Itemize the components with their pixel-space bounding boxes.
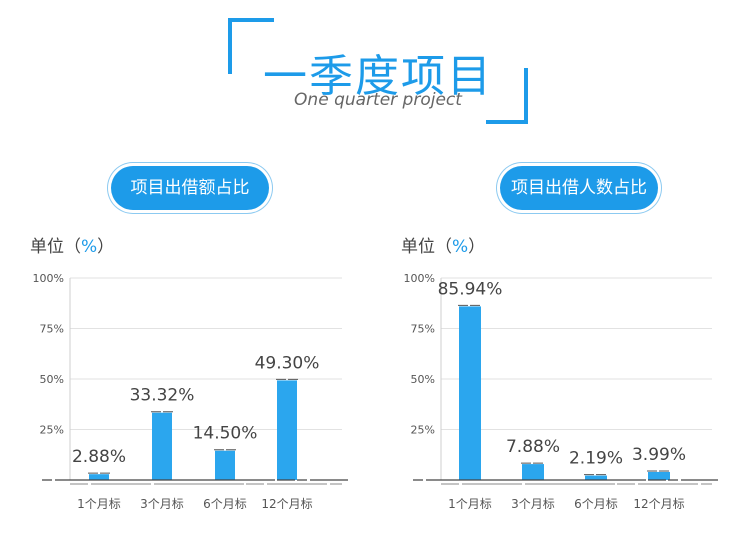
bar — [89, 474, 109, 480]
bar — [277, 380, 297, 480]
y-tick-label: 50% — [40, 373, 64, 386]
y-tick-label: 50% — [411, 373, 435, 386]
data-label: 49.30% — [255, 353, 320, 373]
chart-1-unit-label: 单位（%） — [30, 232, 114, 257]
data-label: 85.94% — [438, 279, 503, 299]
data-label: 2.19% — [569, 449, 623, 469]
x-tick-label: 6个月标 — [203, 497, 247, 511]
chart-1: 100% 75% 50% 25% 2.88% 1个月标 33.32% 3个月标 14.50% 6个… — [33, 272, 348, 511]
x-tick-label: 1个月标 — [448, 497, 492, 511]
y-tick-label: 75% — [40, 323, 64, 336]
y-tick-label: 25% — [40, 424, 64, 437]
unit-prefix: 单位（ — [30, 237, 81, 257]
data-label: 2.88% — [72, 447, 126, 467]
data-label: 3.99% — [632, 445, 686, 465]
y-tick-label: 100% — [33, 272, 64, 285]
unit-percent: % — [81, 237, 98, 257]
x-tick-label: 12个月标 — [633, 497, 684, 511]
bar — [459, 306, 481, 480]
chart-2-unit-label: 单位（%） — [401, 232, 485, 257]
data-label: 33.32% — [130, 386, 195, 406]
chart-2-title-badge: 项目出借人数占比 — [500, 166, 658, 210]
chart-1-title-badge: 项目出借额占比 — [111, 166, 269, 210]
unit-percent: % — [452, 237, 469, 257]
x-tick-label: 12个月标 — [261, 497, 312, 511]
chart-2: 100% 75% 50% 25% 85.94% 1个月标 7.88% 3个月标 2.19% 6个月… — [404, 272, 718, 511]
data-label: 14.50% — [193, 424, 258, 444]
page-title: 一季度项目 — [263, 51, 493, 102]
x-tick-label: 3个月标 — [140, 497, 184, 511]
data-label: 7.88% — [506, 437, 560, 457]
y-tick-label: 75% — [411, 323, 435, 336]
x-tick-label: 6个月标 — [574, 497, 618, 511]
bracket-corner-top-left — [228, 18, 274, 74]
page-subtitle: One quarter project — [294, 90, 462, 110]
bar — [648, 471, 670, 480]
unit-prefix: 单位（ — [401, 237, 452, 257]
y-tick-label: 100% — [404, 272, 435, 285]
unit-suffix: ） — [97, 237, 115, 257]
page-header: 一季度项目 One quarter project — [228, 18, 528, 124]
x-tick-label: 3个月标 — [511, 497, 555, 511]
y-tick-label: 25% — [411, 424, 435, 437]
bar — [585, 475, 607, 480]
bar — [152, 412, 172, 480]
bar — [215, 450, 235, 480]
x-tick-label: 1个月标 — [77, 497, 121, 511]
unit-suffix: ） — [468, 237, 486, 257]
bar — [522, 464, 544, 480]
bracket-corner-bottom-right — [486, 68, 528, 124]
